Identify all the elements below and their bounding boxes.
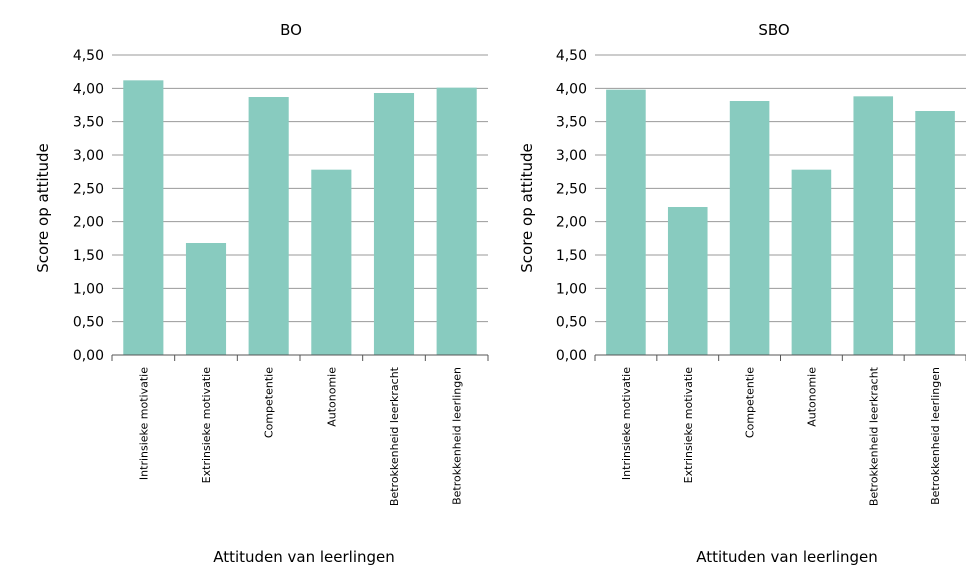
y-tick-label: 0,00 <box>556 348 587 364</box>
bar <box>606 89 646 356</box>
y-tick-label: 4,00 <box>73 81 104 97</box>
bar <box>791 169 832 355</box>
y-tick-label: 4,50 <box>73 48 104 64</box>
category-label: Intrinsieke motivatie <box>137 367 150 480</box>
gridlines <box>112 54 488 323</box>
x-axis-title: Attituden van leerlingen <box>213 548 395 566</box>
bar <box>248 97 289 355</box>
bar <box>123 80 164 355</box>
y-tick-label: 1,50 <box>556 248 587 264</box>
bars <box>123 80 477 356</box>
bar <box>373 93 415 355</box>
category-labels: Intrinsieke motivatie Extrinsieke motivat… <box>620 366 942 506</box>
category-labels: Intrinsieke motivatie Extrinsieke motivat… <box>137 366 463 506</box>
y-tick-label: 2,00 <box>73 215 104 231</box>
y-tick-label: 0,50 <box>73 315 104 331</box>
y-axis-title: Score op attitude <box>518 143 536 273</box>
chart-title: BO <box>280 21 302 39</box>
chart-panel-sbo: SBO Attituden van leerlingen Score op at… <box>518 21 966 566</box>
category-label: Betrokkenheid leerkracht <box>388 366 401 506</box>
category-label: Extrinsieke motivatie <box>200 367 213 484</box>
bar <box>185 243 227 355</box>
category-label: Intrinsieke motivatie <box>620 367 633 480</box>
y-tick-label: 3,50 <box>73 115 104 131</box>
x-axis <box>111 354 489 361</box>
bars <box>606 89 955 356</box>
category-label: Betrokkenheid leerkracht <box>867 366 880 506</box>
y-tick-label: 1,50 <box>73 248 104 264</box>
y-tick-label: 2,00 <box>556 215 587 231</box>
bar <box>436 87 477 356</box>
x-axis-title: Attituden van leerlingen <box>696 548 878 566</box>
category-label: Betrokkenheid leerlingen <box>929 367 942 505</box>
bar <box>915 111 955 355</box>
bar <box>853 96 894 355</box>
chart-title: SBO <box>758 21 789 39</box>
category-label: Competentie <box>744 367 757 438</box>
category-label: Betrokkenheid leerlingen <box>451 367 464 505</box>
category-label: Competentie <box>263 367 276 438</box>
y-tick-label: 3,00 <box>73 148 104 164</box>
y-tick-label: 0,50 <box>556 315 587 331</box>
y-tick-label: 4,00 <box>556 81 587 97</box>
category-label: Autonomie <box>325 367 338 427</box>
y-tick-labels: 0,00 0,50 1,00 1,50 2,00 2,50 3,00 3,50 4,00 4,50 <box>73 48 104 364</box>
y-tick-label: 0,00 <box>73 348 104 364</box>
category-label: Extrinsieke motivatie <box>682 367 695 484</box>
gridlines <box>595 54 966 323</box>
y-tick-labels: 0,00 0,50 1,00 1,50 2,00 2,50 3,00 3,50 4,00 4,50 <box>556 48 587 364</box>
y-tick-label: 4,50 <box>556 48 587 64</box>
chart-panel-bo: BO Attituden van leerlingen Score op att… <box>34 21 489 566</box>
y-tick-label: 3,00 <box>556 148 587 164</box>
y-tick-label: 1,00 <box>556 281 587 297</box>
bar <box>729 101 770 355</box>
bar <box>667 207 708 355</box>
y-axis-title: Score op attitude <box>34 143 52 273</box>
bar <box>311 169 352 355</box>
y-tick-label: 2,50 <box>556 181 587 197</box>
y-tick-label: 1,00 <box>73 281 104 297</box>
x-axis <box>594 354 966 361</box>
y-tick-label: 2,50 <box>73 181 104 197</box>
category-label: Autonomie <box>805 367 818 427</box>
y-tick-label: 3,50 <box>556 115 587 131</box>
